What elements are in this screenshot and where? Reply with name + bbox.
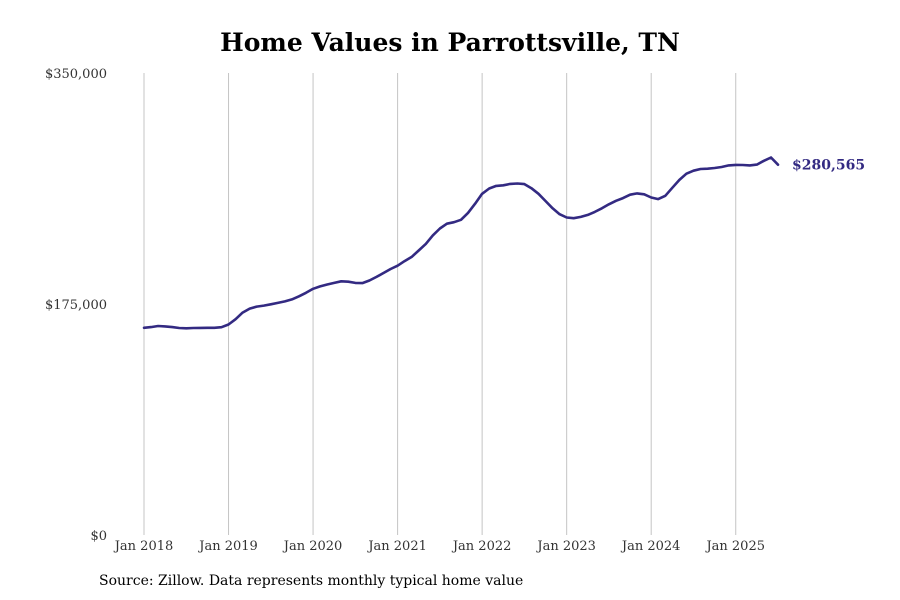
end-value-label: $280,565	[792, 158, 865, 174]
x-axis-ticks: Jan 2018 Jan 2019 Jan 2020 Jan 2021 Jan 2022…	[113, 539, 765, 554]
y-axis-ticks: $0 $175,000 $350,000	[45, 67, 107, 544]
x-tick-label: Jan 2019	[197, 539, 258, 554]
x-tick-label: Jan 2024	[620, 539, 681, 554]
x-tick-label: Jan 2025	[704, 539, 765, 554]
series-line	[142, 156, 780, 330]
y-tick-label: $350,000	[45, 67, 107, 82]
x-tick-label: Jan 2018	[113, 539, 174, 554]
source-note: Source: Zillow. Data represents monthly …	[99, 573, 524, 589]
x-tick-label: Jan 2023	[535, 539, 596, 554]
y-tick-label: $175,000	[45, 298, 107, 313]
gridlines	[143, 73, 737, 535]
x-tick-label: Jan 2021	[366, 539, 427, 554]
series-layer: $280,565	[142, 156, 865, 330]
y-tick-label: $0	[90, 529, 107, 544]
chart-title: Home Values in Parrottsville, TN	[220, 28, 680, 57]
x-tick-label: Jan 2022	[451, 539, 512, 554]
x-tick-label: Jan 2020	[282, 539, 343, 554]
